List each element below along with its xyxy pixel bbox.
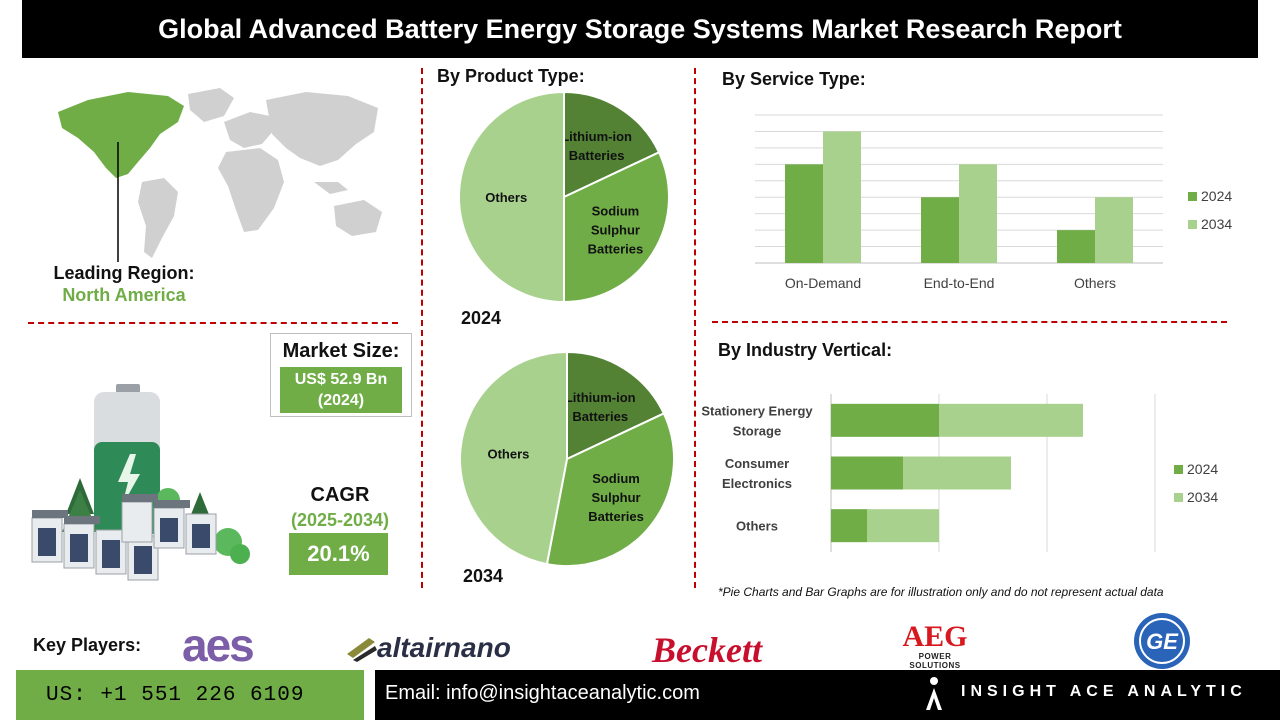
phone-bar: US: +1 551 226 6109 (16, 670, 364, 720)
legend-label: 2034 (1201, 216, 1232, 232)
altairnano-mark-icon (347, 638, 377, 662)
market-size-label: Market Size: (282, 340, 400, 362)
email-bar: Email: info@insightaceanalytic.com INSIG… (375, 670, 1280, 720)
bar-2024-stationery-energy-storage (831, 403, 939, 437)
pie-label-sodium-sulphur-batteries: Sodium Sulphur Batteries (588, 204, 644, 257)
pie-year-2034: 2034 (463, 566, 504, 586)
legend-swatch (1188, 192, 1197, 201)
aeg-logo: AEG POWER SOLUTIONS (896, 620, 974, 671)
bar-2024-end-to-end (921, 197, 959, 263)
key-players-label: Key Players: (33, 635, 142, 655)
world-map (58, 88, 382, 262)
legend-label: 2024 (1201, 188, 1232, 204)
bar-2024-others (831, 509, 867, 543)
leading-region-value: North America (62, 285, 186, 305)
x-tick-label: End-to-End (924, 275, 995, 291)
tree-icon (62, 478, 250, 564)
phone-number[interactable]: US: +1 551 226 6109 (46, 683, 305, 707)
aes-logo: aes (182, 619, 255, 671)
beckett-logo-text: Beckett (652, 630, 762, 670)
pie-slice-others (458, 90, 565, 304)
pie-label-others: Others (487, 446, 529, 461)
pie-label-lithium-ion-batteries: Lithium-ion Batteries (565, 390, 636, 424)
pie-label-sodium-sulphur-batteries: Sodium Sulphur Batteries (588, 471, 644, 524)
x-tick-label: On-Demand (785, 275, 861, 291)
legend-label: 2034 (1187, 489, 1218, 505)
legend-swatch (1174, 465, 1183, 474)
brand-name: INSIGHT ACE ANALYTIC (961, 683, 1247, 700)
y-tick-label: Stationery Energy Storage (701, 403, 813, 438)
bar-2034-consumer-electronics (903, 456, 1011, 490)
pie-label-others: Others (485, 190, 527, 205)
pie-chart-2034: Lithium-ion Batteries Sodium Sulphur Batteri… (459, 350, 675, 567)
bar-2024-consumer-electronics (831, 456, 903, 490)
market-size-year: (2024) (317, 392, 365, 409)
bar-2034-on-demand (823, 131, 861, 263)
divider-right-vertical (694, 68, 696, 588)
page-title: Global Advanced Battery Energy Storage S… (22, 0, 1258, 58)
market-size-amount: US$ 52.9 Bn (294, 371, 388, 388)
aeg-logo-text: AEG (902, 620, 968, 653)
pie-year-2024: 2024 (461, 308, 502, 328)
legend-swatch (1188, 220, 1197, 229)
pie-slice-sodium-sulphur-batteries (545, 412, 675, 567)
divider-left-vertical (421, 68, 423, 588)
aeg-subtitle: POWER SOLUTIONS (909, 652, 961, 670)
bar-2034-stationery-energy-storage (939, 403, 1083, 437)
divider-left-horizontal (28, 322, 398, 324)
email-link[interactable]: Email: info@insightaceanalytic.com (385, 682, 700, 704)
pie-slice-lithium-ion-batteries (563, 90, 661, 199)
product-type-title: By Product Type: (437, 66, 585, 86)
y-tick-label: Others (736, 519, 778, 534)
cagr-years: (2025-2034) (290, 510, 390, 530)
beckett-logo: Beckett (652, 630, 762, 670)
cagr-value: 20.1% (289, 533, 388, 575)
cagr-label: CAGR (310, 484, 370, 506)
y-tick-label: Consumer Electronics (722, 456, 792, 491)
bar-2034-others (867, 509, 939, 543)
bar-2024-on-demand (785, 164, 823, 263)
market-size-card: Market Size: US$ 52.9 Bn (2024) (270, 333, 412, 417)
ge-logo: GE (1134, 613, 1190, 669)
service-type-bar-chart: On-Demand End-to-End Others 2024 2034 (755, 114, 1232, 291)
ge-logo-text: GE (1146, 629, 1179, 654)
bar-2034-others (1095, 197, 1133, 263)
market-size-value: US$ 52.9 Bn (2024) (280, 367, 402, 413)
insight-ace-mark-icon (926, 677, 942, 710)
aes-logo-text: aes (182, 619, 255, 671)
divider-right-horizontal (712, 321, 1227, 323)
pie-slice-sodium-sulphur-batteries (563, 150, 670, 304)
pie-label-lithium-ion-batteries: Lithium-ion Batteries (561, 129, 632, 163)
x-tick-label: Others (1074, 275, 1116, 291)
bar-2024-others (1057, 230, 1095, 263)
service-type-title: By Service Type: (722, 69, 866, 89)
battery-illustration (31, 384, 250, 581)
bar-2034-end-to-end (959, 164, 997, 263)
altairnano-logo-text: altairnano (377, 632, 511, 663)
pie-slice-lithium-ion-batteries (566, 350, 666, 461)
illustration-note: *Pie Charts and Bar Graphs are for illus… (718, 585, 1164, 599)
pie-chart-2024: Lithium-ion Batteries Sodium Sulphur Batteri… (458, 90, 670, 304)
altairnano-logo: altairnano (345, 632, 511, 664)
industry-vertical-bar-chart: Stationery Energy Storage Consumer Electron… (701, 394, 1218, 552)
industry-vertical-title: By Industry Vertical: (718, 340, 893, 360)
pie-slice-others (459, 350, 568, 566)
leading-region-label: Leading Region: (53, 263, 195, 283)
legend-swatch (1174, 493, 1183, 502)
legend-label: 2024 (1187, 461, 1218, 477)
